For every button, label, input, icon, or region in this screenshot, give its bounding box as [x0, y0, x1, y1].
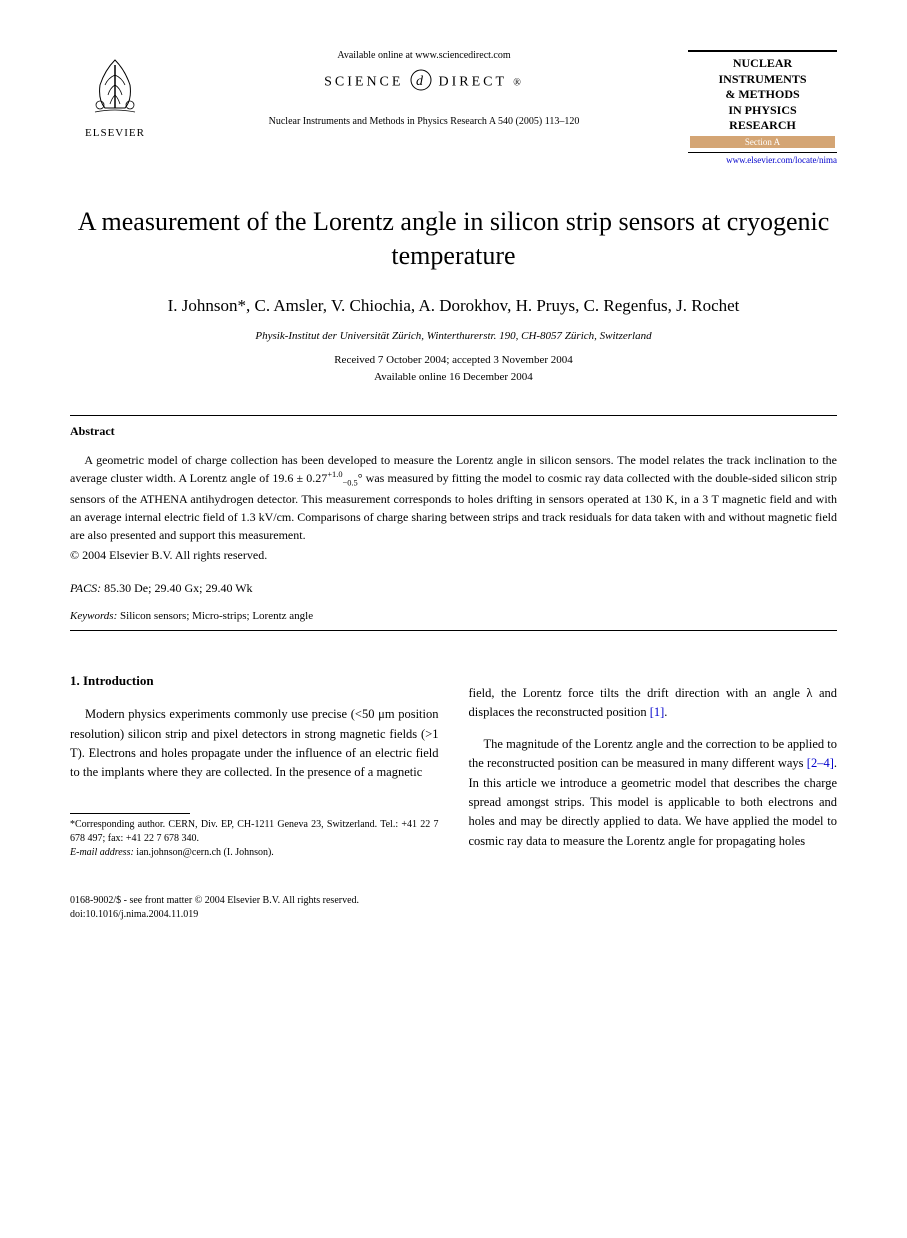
journal-url[interactable]: www.elsevier.com/locate/nima — [688, 155, 837, 165]
affiliation: Physik-Institut der Universität Zürich, … — [70, 330, 837, 342]
authors-list: I. Johnson*, C. Amsler, V. Chiochia, A. … — [70, 293, 837, 319]
header-center: Available online at www.sciencedirect.co… — [160, 50, 688, 127]
abstract-text: A geometric model of charge collection h… — [70, 451, 837, 544]
divider-bottom — [70, 630, 837, 631]
elsevier-tree-icon — [80, 50, 150, 120]
pacs-codes: 85.30 De; 29.40 Gx; 29.40 Wk — [104, 581, 252, 595]
email-address[interactable]: ian.johnson@cern.ch (I. Johnson). — [136, 847, 274, 858]
doi-line: doi:10.1016/j.nima.2004.11.019 — [70, 908, 837, 922]
svg-text:d: d — [416, 74, 426, 89]
ref-1-link[interactable]: [1] — [650, 705, 665, 719]
publisher-name: ELSEVIER — [70, 127, 160, 139]
divider-top — [70, 415, 837, 416]
science-text: SCIENCE — [324, 75, 403, 90]
journal-name: NUCLEAR INSTRUMENTS & METHODS IN PHYSICS… — [690, 56, 835, 134]
page-content: ELSEVIER Available online at www.science… — [0, 0, 907, 962]
copyright: © 2004 Elsevier B.V. All rights reserved… — [70, 548, 837, 563]
email-label: E-mail address: — [70, 847, 134, 858]
sciencedirect-logo: SCIENCE d DIRECT ® — [180, 69, 668, 96]
keywords-line: Keywords: Silicon sensors; Micro-strips;… — [70, 610, 837, 622]
footnote-rule — [70, 813, 190, 814]
article-title: A measurement of the Lorentz angle in si… — [70, 205, 837, 273]
journal-box: NUCLEAR INSTRUMENTS & METHODS IN PHYSICS… — [688, 50, 837, 153]
section-1-heading: 1. Introduction — [70, 671, 439, 691]
email-footnote: E-mail address: ian.johnson@cern.ch (I. … — [70, 846, 439, 860]
header-row: ELSEVIER Available online at www.science… — [70, 50, 837, 165]
right-column: field, the Lorentz force tilts the drift… — [469, 671, 838, 864]
keywords-label: Keywords: — [70, 610, 117, 622]
keywords-text: Silicon sensors; Micro-strips; Lorentz a… — [120, 610, 313, 622]
pacs-label: PACS: — [70, 581, 101, 595]
intro-para-2: field, the Lorentz force tilts the drift… — [469, 684, 838, 723]
pacs-line: PACS: 85.30 De; 29.40 Gx; 29.40 Wk — [70, 581, 837, 596]
journal-box-container: NUCLEAR INSTRUMENTS & METHODS IN PHYSICS… — [688, 50, 837, 165]
received-date: Received 7 October 2004; accepted 3 Nove… — [334, 354, 573, 366]
direct-text: DIRECT — [438, 75, 506, 90]
publisher-logo: ELSEVIER — [70, 50, 160, 139]
intro-para-3: The magnitude of the Lorentz angle and t… — [469, 735, 838, 851]
online-date: Available online 16 December 2004 — [374, 371, 533, 383]
available-online-text: Available online at www.sciencedirect.co… — [180, 50, 668, 61]
publication-dates: Received 7 October 2004; accepted 3 Nove… — [70, 352, 837, 385]
ref-2-4-link[interactable]: [2–4] — [807, 756, 834, 770]
left-column: 1. Introduction Modern physics experimen… — [70, 671, 439, 864]
journal-reference: Nuclear Instruments and Methods in Physi… — [180, 116, 668, 127]
body-columns: 1. Introduction Modern physics experimen… — [70, 671, 837, 864]
front-matter-line: 0168-9002/$ - see front matter © 2004 El… — [70, 894, 837, 908]
sd-d-icon: d — [410, 69, 432, 96]
page-footer: 0168-9002/$ - see front matter © 2004 El… — [70, 894, 837, 922]
abstract-label: Abstract — [70, 424, 837, 439]
journal-section: Section A — [690, 136, 835, 148]
intro-para-1: Modern physics experiments commonly use … — [70, 705, 439, 783]
corresponding-author-footnote: *Corresponding author. CERN, Div. EP, CH… — [70, 818, 439, 846]
